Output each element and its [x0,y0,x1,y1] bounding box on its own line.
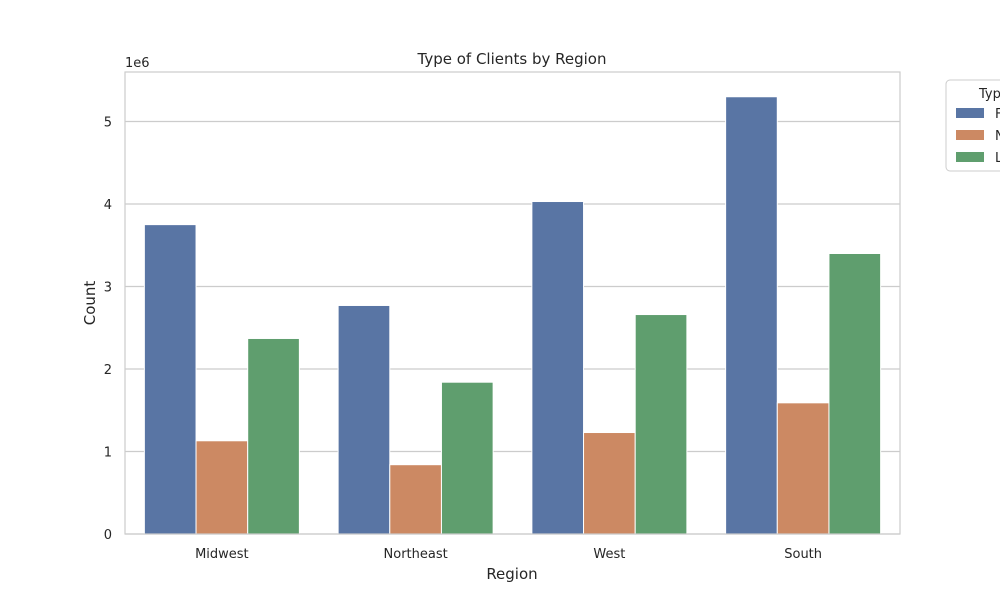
bar-f-west [531,201,585,535]
y-tick-labels: 0 1 2 3 4 5 [104,116,112,544]
bar-n-west [583,432,636,535]
legend-label: N [995,129,1000,144]
bar-f-south [725,96,778,535]
bar-l-west [634,314,688,535]
y-tick-label: 1 [104,446,112,461]
legend: Typ FNL [945,79,1000,172]
bar-l-south [828,253,882,535]
x-tick-label: Midwest [195,547,249,562]
bar-n-northeast [389,464,442,535]
legend-box [945,79,1000,172]
bar-l-northeast [440,381,494,535]
x-tick-labels: Midwest Northeast West South [195,547,822,562]
legend-title: Typ [978,87,1000,102]
plot-frame [124,71,901,535]
bar-n-midwest [195,440,249,535]
y-tick-label: 4 [104,198,112,213]
bar-f-northeast [337,304,391,535]
bars [143,96,882,535]
x-tick-label: South [784,547,822,562]
legend-label: L [995,151,1000,166]
legend-items: FNL [956,107,1000,166]
x-axis-label: Region [486,565,537,583]
y-tick-label: 0 [104,528,112,543]
legend-swatch [956,152,984,162]
x-tick-label: West [593,547,625,562]
legend-swatch [956,130,984,140]
bar-n-south [776,402,830,535]
bar-f-midwest [143,224,197,535]
y-axis-label: Count [81,281,99,326]
bar-l-midwest [247,337,300,535]
y-tick-label: 3 [104,281,112,296]
legend-swatch [956,108,984,118]
legend-label: F [995,107,1000,122]
x-tick-label: Northeast [384,547,448,562]
y-offset-label: 1e6 [125,56,150,71]
chart-title: Type of Clients by Region [417,50,607,68]
y-tick-label: 2 [104,363,112,378]
y-tick-label: 5 [104,116,112,131]
